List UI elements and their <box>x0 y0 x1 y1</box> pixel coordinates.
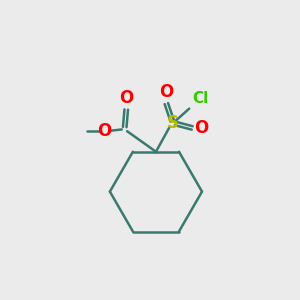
Text: O: O <box>119 89 133 107</box>
Text: S: S <box>166 115 178 133</box>
Text: Cl: Cl <box>193 91 209 106</box>
Text: O: O <box>159 83 173 101</box>
Text: O: O <box>98 122 112 140</box>
Text: O: O <box>194 119 208 137</box>
